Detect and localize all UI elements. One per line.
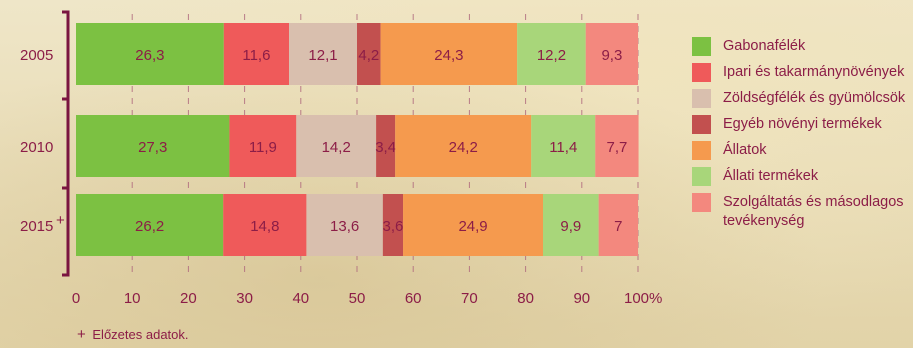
data-label: 3,6: [383, 218, 404, 235]
bar-segment: [223, 23, 289, 85]
legend-swatch: [692, 37, 711, 56]
category-mark: +: [56, 212, 65, 229]
bar-segment: [531, 115, 596, 177]
bar-segment: [598, 194, 638, 256]
legend-item: Gabonafélék: [692, 37, 913, 56]
legend-swatch: [692, 115, 711, 134]
legend-label: Gabonafélék: [723, 38, 806, 54]
bar-segment: [380, 23, 518, 85]
bar-segment: [395, 115, 532, 177]
legend-item: Állatok: [692, 141, 913, 160]
legend-swatch: [692, 63, 711, 82]
footnote: + Előzetes adatok.: [77, 326, 189, 343]
bar-segment: [76, 23, 224, 85]
data-label: 13,6: [330, 218, 359, 235]
data-label: 11,9: [249, 139, 277, 156]
legend-label: Ipari és takarmánynövények: [723, 64, 905, 80]
data-label: 11,6: [242, 47, 270, 64]
bar-segment: [306, 194, 383, 256]
footnote-mark: +: [77, 326, 86, 343]
legend-label: Szolgáltatás és másodlagos tevékenység: [723, 194, 904, 229]
legend-swatch: [692, 167, 711, 186]
bar-segment: [543, 194, 599, 256]
bar-segment: [229, 115, 297, 177]
category-label: 2010: [20, 139, 53, 156]
x-tick-label: 80: [517, 290, 534, 307]
bar-segment: [595, 115, 639, 177]
data-label: 7: [614, 218, 622, 235]
legend-item: Ipari és takarmánynövények: [692, 63, 913, 82]
x-tick-label: 60: [405, 290, 422, 307]
footnote-text: Előzetes adatok.: [92, 327, 189, 342]
data-label: 12,1: [308, 47, 337, 64]
data-label: 4,2: [358, 47, 379, 64]
x-tick-label: 40: [292, 290, 309, 307]
legend-item: Egyéb növényi termékek: [692, 115, 913, 134]
data-label: 9,9: [560, 218, 581, 235]
legend-swatch: [692, 141, 711, 160]
bar-segment: [223, 194, 307, 256]
legend-swatch: [692, 193, 711, 212]
data-label: 12,2: [537, 47, 566, 64]
data-label: 27,3: [138, 139, 167, 156]
x-tick-label: 30: [236, 290, 253, 307]
data-label: 14,8: [250, 218, 279, 235]
category-label: 2005: [20, 47, 53, 64]
data-label: 24,2: [449, 139, 478, 156]
legend-label: Állati termékek: [723, 168, 819, 184]
data-label: 9,3: [601, 47, 622, 64]
bar-segment: [585, 23, 638, 85]
x-tick-label: 100%: [624, 290, 662, 307]
data-label: 26,3: [135, 47, 164, 64]
data-label: 24,9: [458, 218, 487, 235]
bar-segment: [376, 115, 396, 177]
bar-segment: [382, 194, 404, 256]
x-tick-label: 20: [180, 290, 197, 307]
legend-label: Állatok: [723, 142, 767, 158]
data-label: 24,3: [434, 47, 463, 64]
bar-segment: [289, 23, 357, 85]
bar-segment: [357, 23, 381, 85]
category-label: 2015: [20, 218, 53, 235]
bar-segment: [76, 115, 230, 177]
bar-segment: [76, 194, 224, 256]
x-tick-label: 50: [349, 290, 366, 307]
data-label: 11,4: [549, 139, 577, 156]
legend-item: Zöldségfélék és gyümölcsök: [692, 89, 913, 108]
legend-item: Állati termékek: [692, 167, 913, 186]
data-label: 14,2: [322, 139, 351, 156]
x-tick-label: 0: [72, 290, 80, 307]
data-label: 26,2: [135, 218, 164, 235]
x-tick-label: 90: [573, 290, 590, 307]
legend-label: Egyéb növényi termékek: [723, 116, 882, 132]
data-label: 3,4: [375, 139, 396, 156]
x-tick-label: 70: [461, 290, 478, 307]
legend-item: Szolgáltatás és másodlagos tevékenység: [692, 193, 913, 231]
legend-swatch: [692, 89, 711, 108]
bar-segment: [296, 115, 377, 177]
x-tick-label: 10: [124, 290, 141, 307]
data-label: 7,7: [606, 139, 627, 156]
legend-label: Zöldségfélék és gyümölcsök: [723, 90, 906, 106]
bar-segment: [403, 194, 544, 256]
bar-segment: [517, 23, 586, 85]
